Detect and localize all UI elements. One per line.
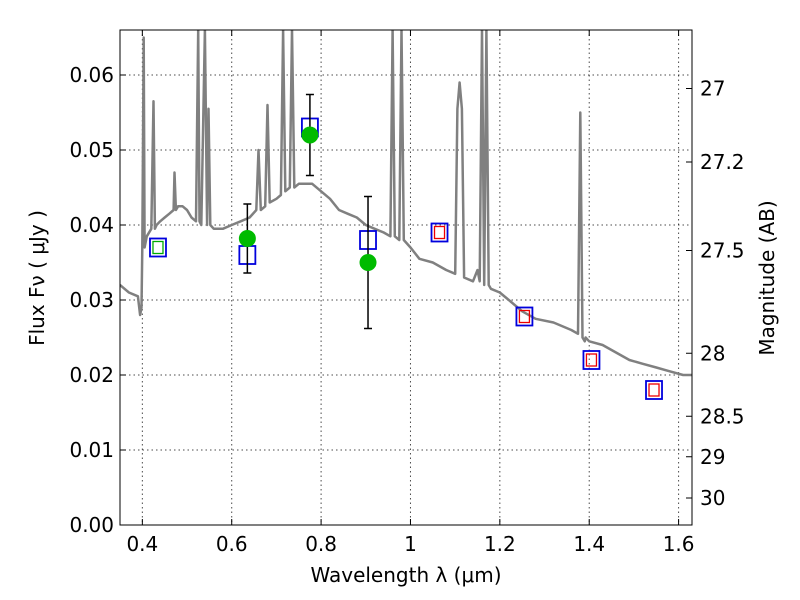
fit-inner-marker: [152, 240, 164, 255]
y-tick-label: 0.03: [69, 288, 114, 312]
x-tick-label: 0.8: [305, 532, 337, 556]
right-tick-label: 27: [700, 77, 725, 101]
axis-ticks: 0.4 0.6 0.8 1 1.2 1.4 1.6 0.00 0.01 0.02 0.03 0.04 0…: [69, 30, 745, 556]
observed-point: [301, 126, 319, 144]
right-axis-label: Magnitude (AB): [755, 200, 779, 355]
photometry-layer: [149, 93, 663, 400]
y-axis-label: Flux Fν ( μJy ): [25, 210, 49, 346]
x-axis-label: Wavelength λ (μm): [310, 563, 501, 587]
y-tick-label: 0.01: [69, 438, 114, 462]
spectrum-layer: [120, 30, 692, 377]
x-tick-label: 1.4: [573, 532, 605, 556]
right-tick-label: 28: [700, 341, 725, 365]
right-tick-label: 28.5: [700, 404, 745, 428]
x-tick-label: 1.6: [663, 532, 695, 556]
fit-inner-marker: [648, 383, 660, 397]
x-tick-label: 1: [404, 532, 417, 556]
y-tick-label: 0.02: [69, 363, 114, 387]
x-tick-label: 0.4: [126, 532, 158, 556]
right-tick-label: 30: [700, 486, 725, 510]
fit-inner-marker: [585, 353, 598, 367]
model-square-marker: [645, 380, 663, 400]
y-tick-label: 0.05: [69, 138, 114, 162]
fit-inner-marker: [433, 225, 446, 240]
right-tick-label: 27.5: [700, 239, 745, 263]
grid-lines: [120, 30, 692, 526]
model-square-marker: [430, 222, 449, 243]
plot-frame: [119, 29, 693, 526]
y-tick-label: 0.06: [69, 63, 114, 87]
observed-point: [359, 254, 377, 271]
right-tick-label: 29: [700, 445, 725, 469]
right-tick-label: 27.2: [700, 150, 745, 174]
spectrum-line: [120, 30, 692, 377]
fit-inner-marker: [518, 309, 531, 324]
x-tick-label: 0.6: [216, 532, 248, 556]
x-tick-label: 1.2: [484, 532, 516, 556]
model-square-marker: [149, 237, 167, 258]
y-tick-label: 0.04: [69, 213, 114, 237]
y-tick-label: 0.00: [69, 513, 114, 537]
observed-point: [238, 230, 256, 247]
model-square-marker: [582, 350, 601, 370]
model-square-marker: [515, 306, 534, 327]
